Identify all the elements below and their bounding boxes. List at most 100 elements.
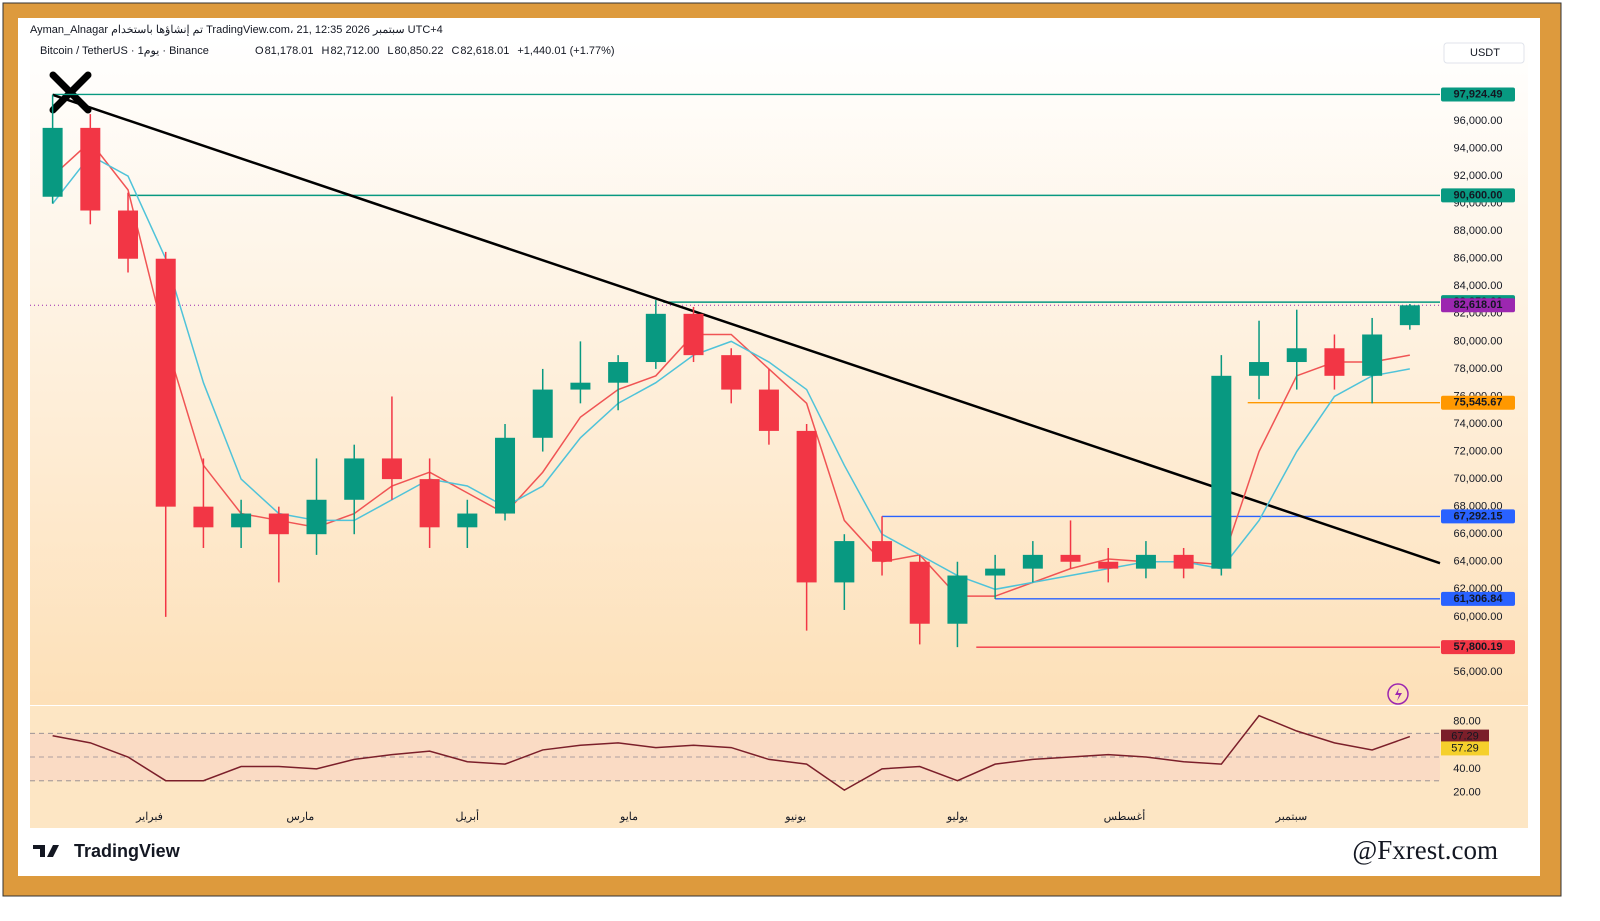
level-label: 82,618.01: [1454, 299, 1503, 311]
candle-body: [570, 382, 591, 390]
rsi-value-box: [1441, 729, 1489, 744]
symbol: Bitcoin / TetherUS · 1يوم · Binance: [40, 45, 209, 57]
candle-body: [721, 355, 742, 390]
x-tick-label: سبتمبر: [1275, 811, 1308, 823]
candle-body: [645, 313, 666, 363]
candle-body: [1022, 554, 1043, 569]
candle-body: [1362, 334, 1383, 376]
candle-body: [1060, 554, 1081, 562]
brand: TradingView: [74, 841, 181, 861]
y-tick-label: 94,000.00: [1454, 142, 1503, 154]
candle-body: [834, 541, 855, 583]
change: +1,440.01 (+1.77%): [517, 45, 614, 57]
level-label: 97,924.49: [1454, 88, 1503, 100]
rsi-line: [52, 714, 1411, 792]
legend-key: C: [451, 45, 459, 57]
rsi-ma-value: 57.29: [1451, 742, 1479, 754]
rsi-tick-label: 20.00: [1453, 786, 1481, 798]
rsi-value: 67.29: [1451, 730, 1479, 742]
candle-body: [1173, 554, 1194, 569]
candle-body: [1249, 362, 1270, 376]
y-tick-label: 74,000.00: [1454, 418, 1503, 430]
candle-body: [532, 389, 553, 438]
candle-body: [231, 513, 252, 528]
candle-body: [985, 568, 1006, 576]
level-label: 61,306.84: [1454, 593, 1504, 605]
y-tick-label: 70,000.00: [1454, 473, 1503, 485]
level-label-box: [1441, 87, 1515, 102]
legend-key: H: [322, 45, 330, 57]
level-label-box: [1441, 591, 1515, 606]
candle-body: [1211, 375, 1232, 569]
y-tick-label: 92,000.00: [1454, 170, 1503, 182]
y-tick-label: 72,000.00: [1454, 445, 1503, 457]
candle-body: [42, 127, 63, 197]
rsi-band-fill: [30, 733, 1440, 781]
rsi-ma-box: [1441, 741, 1489, 756]
watermark: Ayman_Alnagar تم إنشاؤها باستخدام Tradin…: [30, 24, 443, 36]
candle-body: [1135, 554, 1156, 569]
rsi-tick-label: 80.00: [1453, 715, 1481, 727]
x-tick-label: مارس: [286, 811, 314, 823]
candle-body: [909, 561, 930, 624]
level-label-box: [1441, 509, 1515, 524]
candle-body: [118, 210, 139, 259]
candle-body: [608, 362, 629, 383]
x-tick-label: مايو: [619, 811, 638, 823]
y-tick-label: 66,000.00: [1454, 528, 1503, 540]
level-label-box: [1441, 188, 1515, 203]
x-tick-label: يوليو: [946, 811, 968, 823]
candle-body: [495, 437, 516, 514]
candle-body: [306, 499, 327, 535]
level-label: 67,292.15: [1454, 510, 1503, 522]
candle-body: [683, 313, 704, 356]
y-tick-label: 88,000.00: [1454, 225, 1503, 237]
level-label: 57,800.19: [1454, 641, 1503, 653]
candle-body: [1286, 348, 1307, 363]
candle-body: [872, 541, 893, 562]
level-label-box: [1441, 298, 1515, 313]
x-tick-label: فبراير: [135, 811, 163, 823]
candle-body: [268, 513, 289, 535]
legend-value: 82,712.00: [330, 45, 379, 57]
level-label-box: [1441, 395, 1515, 410]
candle-body: [419, 479, 440, 528]
level-label: 75,545.67: [1454, 397, 1503, 409]
level-label-box: [1441, 640, 1515, 655]
y-tick-label: 80,000.00: [1454, 335, 1503, 347]
candle-body: [457, 513, 478, 528]
candle-body: [193, 506, 214, 528]
x-tick-label: أبريل: [456, 809, 480, 823]
y-tick-label: 78,000.00: [1454, 363, 1503, 375]
candle-body: [1324, 348, 1345, 376]
candle-body: [344, 458, 365, 500]
alert-icon[interactable]: [1387, 683, 1409, 705]
currency: USDT: [1470, 47, 1500, 59]
candle-body: [1399, 305, 1420, 326]
x-tick-label: يونيو: [784, 811, 806, 823]
y-tick-label: 96,000.00: [1454, 115, 1503, 127]
y-tick-label: 84,000.00: [1454, 280, 1503, 292]
y-tick-label: 68,000.00: [1454, 501, 1503, 513]
candle-body: [796, 430, 817, 583]
candle-body: [381, 458, 402, 480]
y-tick-label: 60,000.00: [1454, 611, 1503, 623]
alert-bolt: [1395, 688, 1402, 701]
currency-box[interactable]: [1443, 42, 1525, 64]
y-tick-label: 56,000.00: [1454, 666, 1503, 678]
trendline: [52, 93, 1441, 565]
level-label: 90,600.00: [1454, 189, 1503, 201]
x-tick-label: أغسطس: [1104, 809, 1146, 823]
candle-body: [758, 389, 779, 431]
legend-key: L: [387, 45, 393, 57]
candle-body: [947, 575, 968, 624]
legend-key: O: [255, 45, 264, 57]
legend-value: 81,178.01: [265, 45, 314, 57]
candle-body: [1098, 561, 1119, 569]
candle-body: [155, 258, 176, 507]
price-pane: [30, 40, 1528, 705]
brand-logo: [33, 845, 59, 857]
rsi-tick-label: 40.00: [1453, 763, 1481, 775]
y-tick-label: 86,000.00: [1454, 253, 1503, 265]
